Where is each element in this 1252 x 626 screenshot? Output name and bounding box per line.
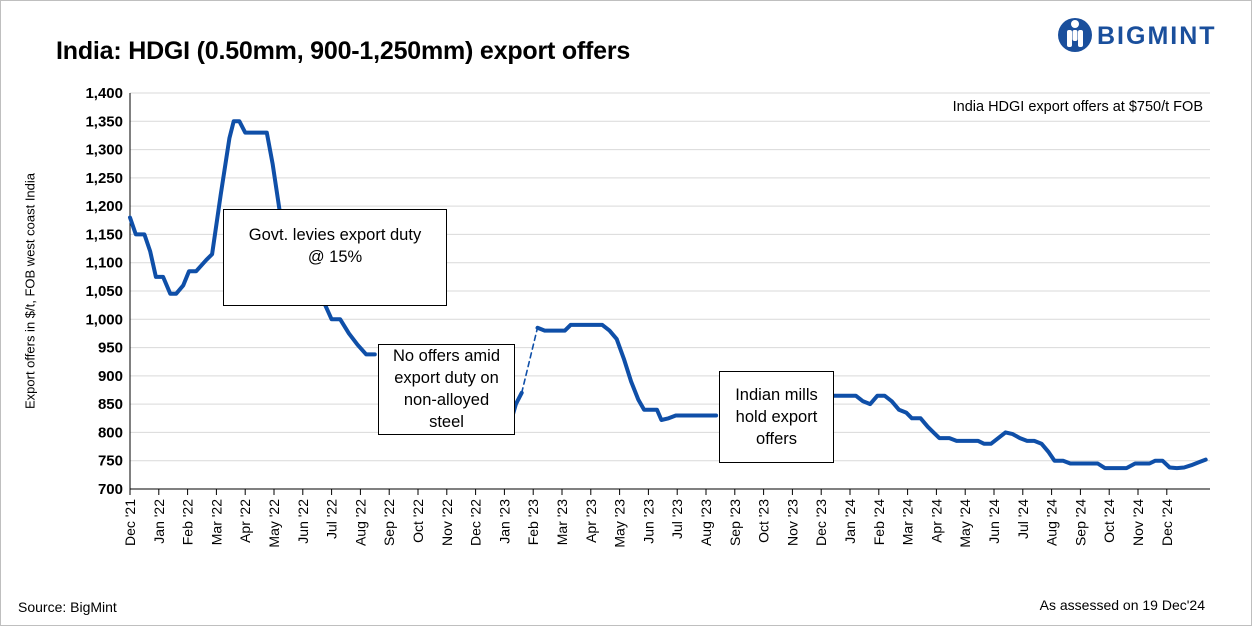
annotation-line: Indian mills [735,386,818,404]
annotation-line: Govt. levies export duty [248,226,422,244]
x-tick-label: May '23 [612,499,628,548]
x-tick-label: Oct '23 [756,499,772,543]
series-line [128,119,377,357]
annotation-export-duty: Govt. levies export duty @ 15% [223,209,447,306]
x-tick-label: Aug '24 [1044,499,1060,546]
annotation-line: @ 15% [307,248,363,266]
x-tick-label: Nov '23 [784,499,800,546]
x-tick-label: Aug '22 [352,499,368,546]
series-line-dashed [520,327,539,394]
x-tick-label: Mar '23 [554,499,570,545]
annotation-line: No offers amid [393,347,500,365]
x-tick-label: Apr '23 [583,499,599,543]
annotation-line: steel [429,413,464,431]
y-tick-label: 1,150 [85,226,123,243]
x-tick-label: Dec '23 [813,499,829,546]
y-tick-label: 1,200 [85,198,123,215]
chart-title: India: HDGI (0.50mm, 900-1,250mm) export… [56,37,631,65]
y-tick-label: 1,350 [85,113,123,130]
price-note: India HDGI export offers at $750/t FOB [952,99,1203,115]
x-tick-label: Feb '23 [525,499,541,545]
x-tick-label: Nov '22 [439,499,455,546]
y-tick-label: 1,100 [85,255,123,272]
x-tick-label: Oct '24 [1101,499,1117,543]
x-tick-label: Apr '22 [237,499,253,543]
x-tick-label: Jul '23 [669,499,685,539]
y-axis-label: Export offers in $/t, FOB west coast Ind… [22,172,38,410]
y-tick-label: 850 [98,396,123,413]
annotation-line: hold export [735,408,818,426]
y-tick-label: 1,050 [85,283,123,300]
x-tick-label: Feb '24 [871,499,887,545]
bigmint-logo: BIGMINT [1057,15,1232,57]
x-tick-label: Sep '23 [727,499,743,546]
x-tick-label: Jun '22 [295,499,311,544]
y-tick-label: 1,300 [85,142,123,159]
y-tick-label: 800 [98,424,123,441]
x-tick-label: Dec '21 [122,499,138,546]
x-tick-label: Sep '24 [1072,499,1088,546]
y-tick-label: 750 [98,453,123,470]
x-tick-label: Feb '22 [180,499,196,545]
x-tick-label: Oct '22 [410,499,426,543]
x-tick-label: Mar '22 [208,499,224,545]
brand-name: BIGMINT [1097,22,1217,50]
y-tick-label: 1,250 [85,170,123,187]
series-line [535,322,719,422]
x-tick-label: Aug '23 [698,499,714,546]
y-tick-label: 1,000 [85,311,123,328]
x-tick-label: Jan '23 [496,499,512,544]
x-tick-label: Jul '22 [324,499,340,539]
annotation-mills-hold: Indian mills hold export offers [719,371,834,463]
annotation-line: export duty on [394,369,499,387]
x-tick-label: Sep '22 [381,499,397,546]
x-tick-label: Jan '22 [151,499,167,544]
x-tick-label: Nov '24 [1130,499,1146,546]
x-tick-label: Apr '24 [928,499,944,543]
bigmint-logo-icon [1058,18,1092,52]
annotation-line: offers [756,430,797,448]
y-tick-label: 700 [98,481,123,498]
source-note: Source: BigMint [18,599,117,615]
x-tick-label: May '22 [266,499,282,548]
x-tick-label: Jun '24 [986,499,1002,544]
annotation-line: non-alloyed [403,391,490,409]
x-tick-label: Dec '24 [1159,499,1175,546]
y-tick-label: 900 [98,368,123,385]
x-tick-label: Jan '24 [842,499,858,544]
x-tick-label: Dec '22 [468,499,484,546]
line-chart: 700 750 800 850 900 950 1,000 1,050 1,100 1,150 1,… [85,85,1210,548]
assessed-date: As assessed on 19 Dec'24 [1039,597,1205,613]
x-tick-label: Jul '24 [1015,499,1031,539]
y-tick-label: 1,400 [85,85,123,102]
y-tick-label: 950 [98,340,123,357]
x-tick-label: May '24 [957,499,973,548]
annotation-no-offers: No offers amid export duty on non-alloye… [378,344,515,435]
series-line [819,393,1208,471]
x-tick-label: Jun '23 [640,499,656,544]
x-tick-label: Mar '24 [900,499,916,545]
